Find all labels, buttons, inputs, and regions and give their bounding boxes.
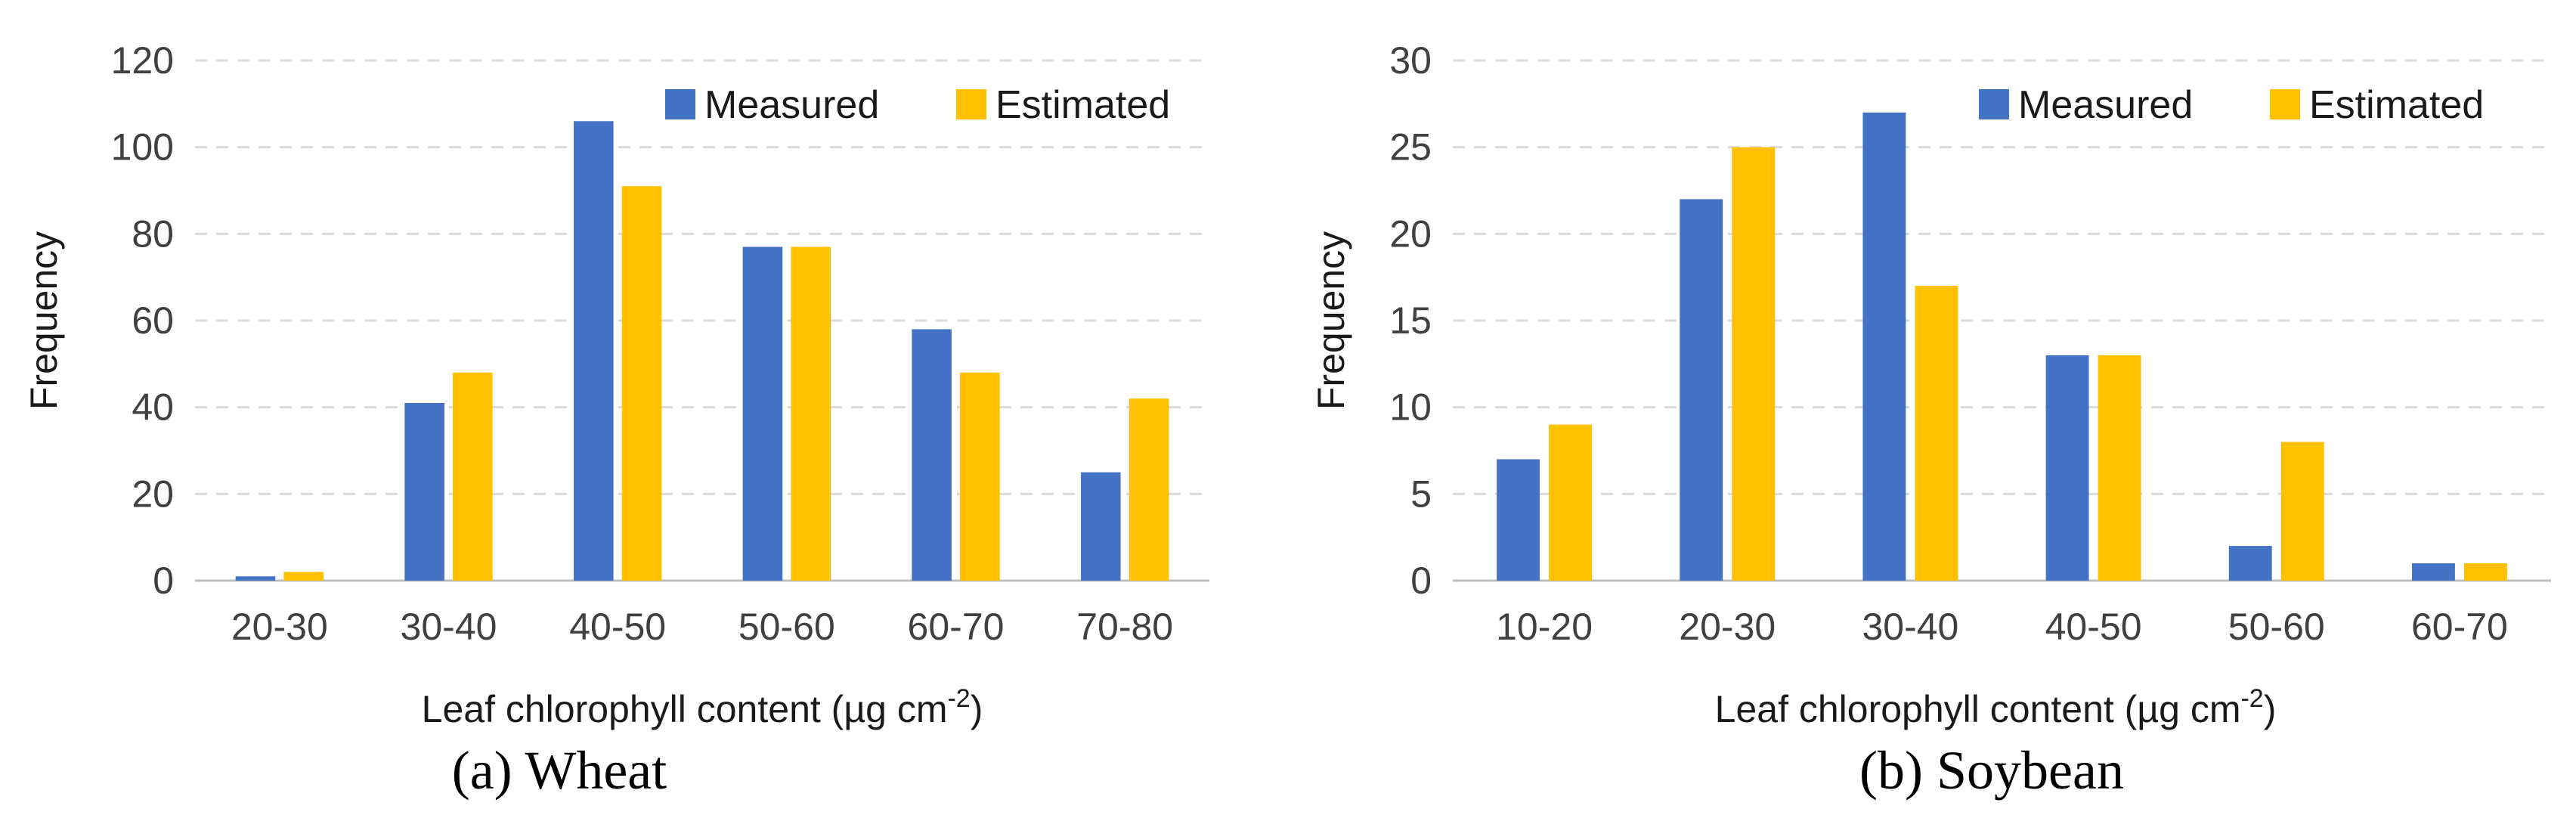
y-tick-label: 20 [1389,212,1432,255]
legend-swatch-measured [1979,89,2009,119]
bar-measured-60-70 [912,329,952,581]
panel-caption: (b) Soybean [1859,740,2124,801]
x-axis-title-end: ) [2264,688,2277,730]
legend-swatch-estimated [2270,89,2300,119]
x-axis-title-main: Leaf chlorophyll content (µg cm [1715,688,2241,730]
bar-estimated-20-30 [1732,147,1776,581]
bar-measured-50-60 [742,246,783,581]
y-tick-label: 25 [1389,126,1432,169]
legend-swatch-measured [665,89,695,119]
soybean-chart: 0 5 10 15 20 25 30 10-20 20-30 30-40 40-50 50-60 60-… [1310,39,2551,801]
y-tick-label: 15 [1389,299,1432,342]
bar-estimated-70-80 [1129,398,1169,581]
y-tick-label: 0 [153,559,174,602]
y-tick-label: 100 [111,126,174,169]
bar-measured-70-80 [1081,472,1121,581]
bar-measured-10-20 [1497,459,1540,581]
x-tick-label: 60-70 [2411,606,2508,648]
y-tick-label: 5 [1410,473,1432,515]
y-axis-title: Frequency [1310,231,1352,410]
legend-label-estimated: Estimated [995,83,1170,127]
bar-estimated-30-40 [1915,286,1958,581]
y-axis-title: Frequency [23,231,65,410]
x-tick-label: 20-30 [1679,606,1776,648]
y-tick-label: 80 [132,212,174,255]
x-tick-label: 50-60 [2228,606,2325,648]
bar-estimated-10-20 [1549,424,1593,581]
y-tick-label: 120 [111,39,174,82]
y-tick-label: 10 [1389,386,1432,429]
bar-measured-30-40 [1862,112,1906,581]
x-axis-title-superscript: -2 [2240,684,2263,713]
bar-estimated-40-50 [621,186,662,581]
legend-label-estimated: Estimated [2309,83,2484,127]
bar-estimated-40-50 [2098,355,2141,581]
y-tick-label: 60 [132,299,174,342]
x-tick-label: 30-40 [1862,606,1958,648]
wheat-chart: 0 20 40 60 80 100 120 20-30 30-40 40-50 50-60 60-70… [23,39,1209,801]
bar-estimated-50-60 [791,246,831,581]
bar-measured-30-40 [404,402,444,581]
x-axis-title-end: ) [971,688,983,730]
x-tick-label: 50-60 [738,606,835,648]
x-tick-label: 40-50 [2045,606,2142,648]
x-tick-label: 10-20 [1496,606,1593,648]
x-tick-label: 70-80 [1076,606,1173,648]
y-tick-label: 30 [1389,39,1432,82]
x-tick-label: 40-50 [569,606,666,648]
legend-swatch-estimated [956,89,986,119]
x-axis-title: Leaf chlorophyll content (µg cm-2) [1715,684,2277,730]
bar-estimated-50-60 [2280,442,2324,581]
y-tick-label: 20 [132,473,174,515]
bar-measured-50-60 [2228,546,2272,581]
x-axis-title-main: Leaf chlorophyll content (µg cm [422,688,948,730]
bar-measured-40-50 [574,121,614,581]
panel-caption: (a) Wheat [452,740,667,801]
x-axis-title-superscript: -2 [947,684,970,713]
x-tick-label: 60-70 [908,606,1005,648]
bar-measured-40-50 [2045,355,2089,581]
bar-measured-60-70 [2411,563,2455,581]
bar-measured-20-30 [1680,199,1723,581]
x-tick-label: 30-40 [401,606,497,648]
bar-estimated-60-70 [2463,563,2507,581]
bar-measured-20-30 [235,576,276,581]
bar-estimated-30-40 [453,372,493,581]
legend-label-measured: Measured [2018,83,2193,127]
y-tick-label: 0 [1410,559,1432,602]
bar-estimated-60-70 [960,372,1000,581]
x-tick-label: 20-30 [231,606,328,648]
y-tick-label: 40 [132,386,174,429]
legend-label-measured: Measured [704,83,879,127]
x-axis-title: Leaf chlorophyll content (µg cm-2) [422,684,983,730]
bar-estimated-20-30 [283,572,324,581]
